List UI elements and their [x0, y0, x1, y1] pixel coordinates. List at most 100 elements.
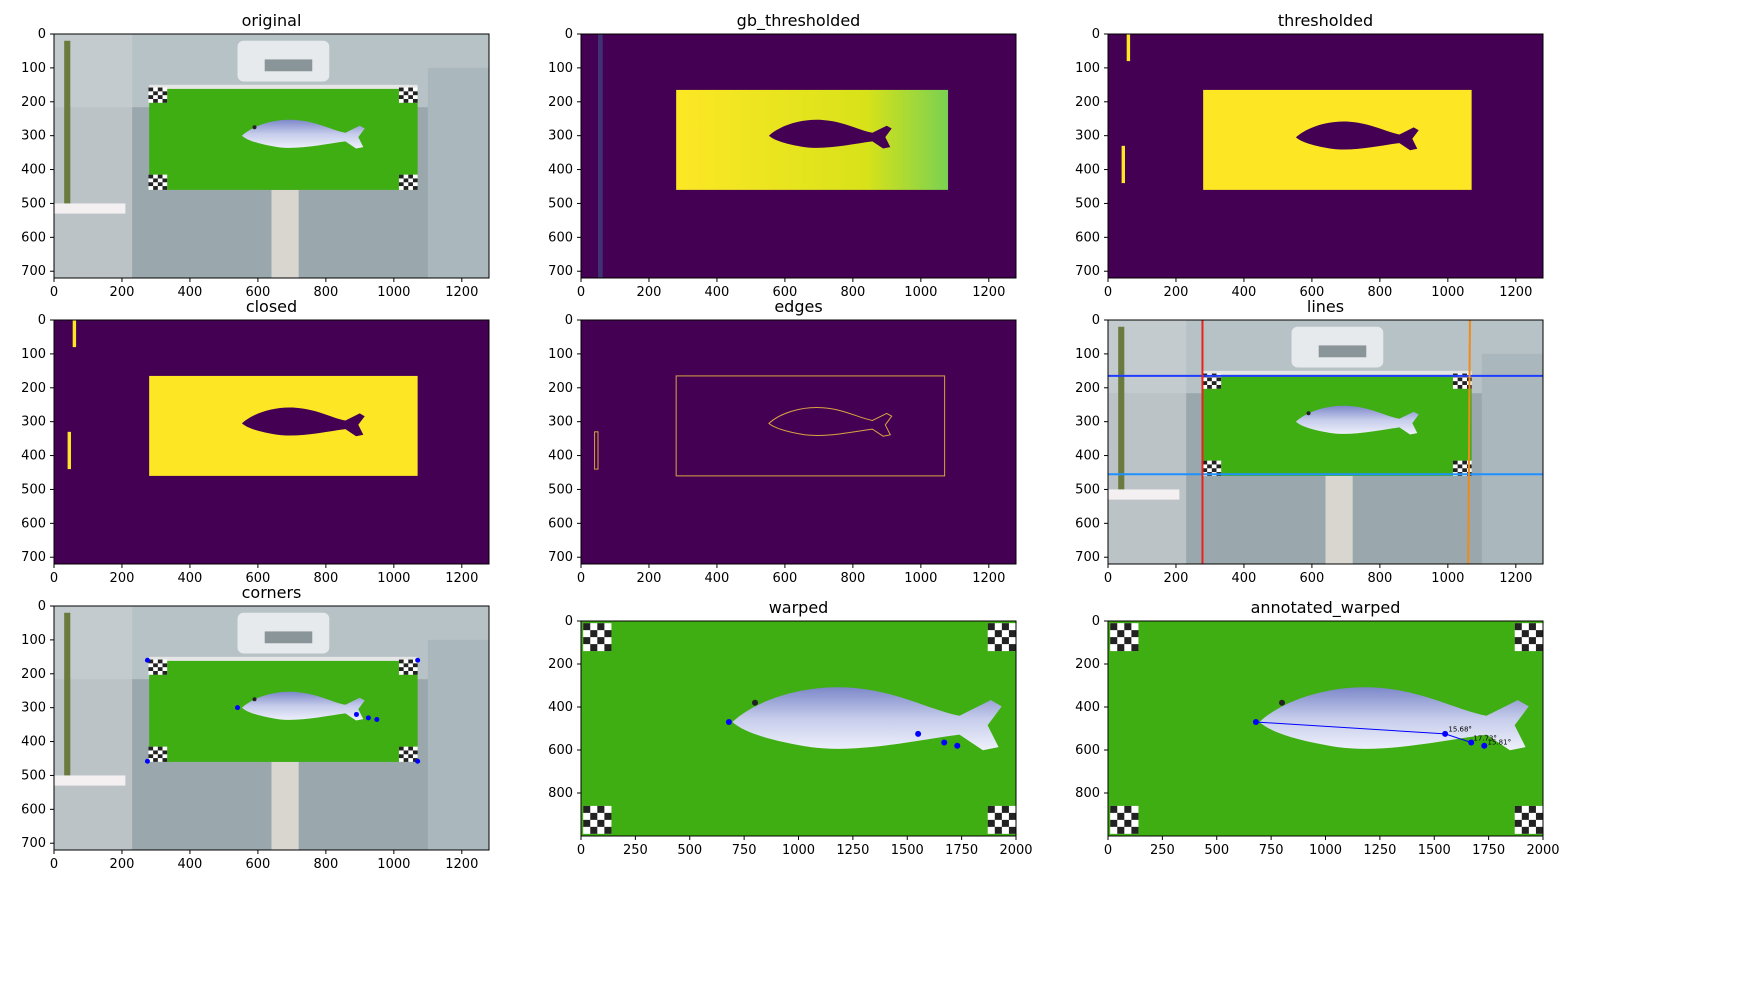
y-tick-label: 0 [565, 27, 573, 42]
panel-image [54, 606, 489, 850]
panel-thresh: thresholded 0 200 400 600 800 1000 1200 0 100 200 3… [1075, 11, 1543, 300]
panel-lines: lines 0 200 400 600 800 1000 1200 0 100 200 300 400 5… [1075, 297, 1543, 586]
y-tick-label: 400 [21, 163, 46, 178]
y-tick-label: 800 [548, 786, 573, 801]
y-tick-label: 400 [548, 163, 573, 178]
y-tick-label: 0 [1092, 313, 1100, 328]
panel-corners: corners 0 200 400 600 800 1000 1200 0 100 200 300 40… [21, 583, 489, 872]
y-tick-label: 600 [21, 802, 46, 817]
x-tick-label: 200 [110, 571, 135, 586]
x-tick-label: 600 [772, 571, 797, 586]
x-tick-label: 1000 [1431, 571, 1464, 586]
x-tick-label: 400 [705, 285, 730, 300]
panel-gb: gb_thresholded 0 200 400 600 800 1000 1200 0 100 2… [548, 11, 1016, 300]
y-tick-label: 500 [21, 196, 46, 211]
x-tick-label: 1750 [1472, 843, 1505, 858]
y-tick-label: 600 [548, 516, 573, 531]
corner-point [366, 715, 371, 720]
x-tick-label: 1000 [904, 285, 937, 300]
y-tick-label: 200 [1075, 657, 1100, 672]
x-tick-label: 0 [1104, 285, 1112, 300]
corner-point [415, 658, 420, 663]
y-tick-label: 700 [21, 550, 46, 565]
panel-title: closed [246, 297, 297, 316]
x-tick-label: 500 [1204, 843, 1229, 858]
x-tick-label: 1000 [904, 571, 937, 586]
x-tick-label: 400 [705, 571, 730, 586]
panel-image [581, 320, 1016, 564]
y-tick-label: 400 [1075, 163, 1100, 178]
x-tick-label: 400 [178, 285, 203, 300]
y-tick-label: 500 [21, 482, 46, 497]
y-tick-label: 200 [548, 381, 573, 396]
panel-title: lines [1307, 297, 1344, 316]
y-tick-label: 400 [1075, 449, 1100, 464]
x-tick-label: 0 [1104, 571, 1112, 586]
y-tick-label: 200 [21, 667, 46, 682]
angle-label: 15.68° [1448, 726, 1472, 734]
corner-point [415, 759, 420, 764]
x-tick-label: 1200 [445, 571, 478, 586]
angle-label: 15.81° [1488, 739, 1512, 747]
y-tick-label: 300 [548, 129, 573, 144]
y-tick-label: 300 [1075, 415, 1100, 430]
y-tick-label: 500 [21, 768, 46, 783]
x-tick-label: 500 [677, 843, 702, 858]
x-tick-label: 200 [1164, 285, 1189, 300]
x-tick-label: 0 [50, 571, 58, 586]
corner-point [374, 717, 379, 722]
y-tick-label: 800 [1075, 786, 1100, 801]
y-tick-label: 100 [21, 61, 46, 76]
y-tick-label: 100 [1075, 61, 1100, 76]
y-tick-label: 300 [21, 415, 46, 430]
y-tick-label: 200 [548, 95, 573, 110]
y-tick-label: 400 [21, 449, 46, 464]
x-tick-label: 0 [577, 843, 585, 858]
y-tick-label: 100 [548, 61, 573, 76]
y-tick-label: 600 [548, 230, 573, 245]
corner-point [145, 759, 150, 764]
y-tick-label: 200 [21, 381, 46, 396]
y-tick-label: 100 [21, 347, 46, 362]
x-tick-label: 1200 [445, 285, 478, 300]
x-tick-label: 200 [637, 571, 662, 586]
y-tick-label: 100 [1075, 347, 1100, 362]
y-tick-label: 0 [1092, 27, 1100, 42]
panel-image [54, 320, 489, 564]
panel-title: thresholded [1278, 11, 1373, 30]
y-tick-label: 200 [21, 95, 46, 110]
x-tick-label: 800 [313, 571, 338, 586]
panel-title: corners [242, 583, 302, 602]
x-tick-label: 800 [313, 285, 338, 300]
y-tick-label: 700 [1075, 264, 1100, 279]
panel-photo: original 0 200 400 600 800 1000 1200 0 100 200 300 4… [21, 11, 489, 300]
x-tick-label: 400 [1232, 285, 1257, 300]
x-tick-label: 1000 [782, 843, 815, 858]
x-tick-label: 1200 [972, 571, 1005, 586]
y-tick-label: 500 [548, 196, 573, 211]
y-tick-label: 400 [548, 700, 573, 715]
corner-point [354, 712, 359, 717]
x-tick-label: 0 [50, 285, 58, 300]
y-tick-label: 300 [21, 701, 46, 716]
x-tick-label: 250 [623, 843, 648, 858]
x-tick-label: 0 [577, 285, 585, 300]
x-tick-label: 200 [1164, 571, 1189, 586]
x-tick-label: 800 [840, 571, 865, 586]
panel-image [581, 34, 1016, 278]
panel-title: edges [774, 297, 822, 316]
x-tick-label: 800 [1367, 571, 1392, 586]
x-tick-label: 600 [1299, 571, 1324, 586]
x-tick-label: 200 [110, 857, 135, 872]
panel-title: warped [769, 598, 829, 617]
x-tick-label: 1500 [891, 843, 924, 858]
y-tick-label: 600 [21, 516, 46, 531]
y-tick-label: 700 [1075, 550, 1100, 565]
y-tick-label: 500 [548, 482, 573, 497]
x-tick-label: 1250 [836, 843, 869, 858]
x-tick-label: 200 [637, 285, 662, 300]
panel-image [1108, 34, 1543, 278]
x-tick-label: 750 [732, 843, 757, 858]
x-tick-label: 1000 [377, 857, 410, 872]
